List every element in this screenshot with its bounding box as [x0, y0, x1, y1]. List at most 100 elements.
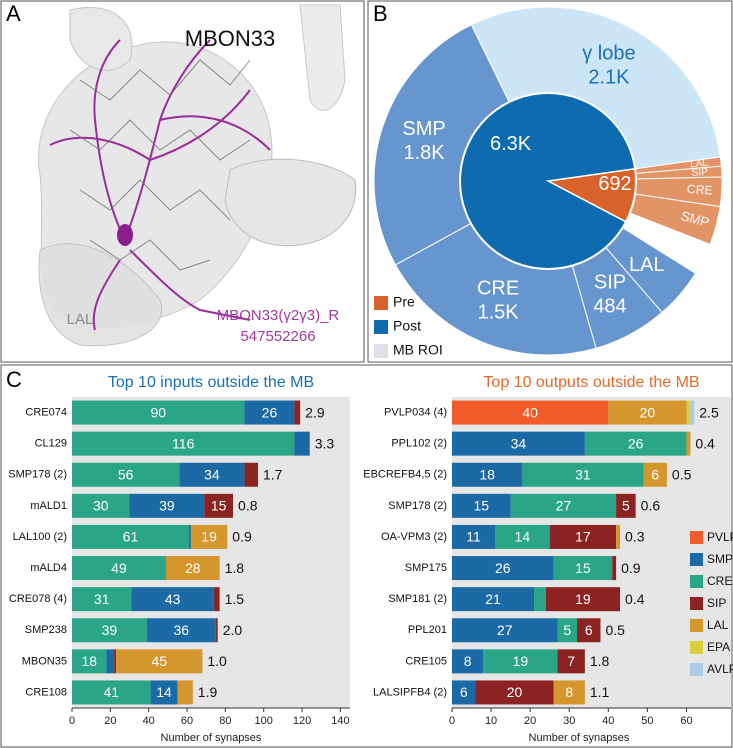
side-label: 2.0 — [223, 622, 243, 638]
outer-label: SIP — [594, 272, 626, 294]
y-tick-label: SMP178 (2) — [388, 500, 447, 512]
legend-swatch — [690, 663, 703, 676]
y-tick-label: CRE078 (4) — [9, 593, 67, 605]
neuron-name: MBON33(γ2γ3)_R — [217, 307, 340, 324]
bar-segment — [686, 400, 691, 425]
outer-label: SIP — [691, 167, 708, 179]
outer-value-label: 1.8K — [403, 142, 445, 164]
bar-segment — [553, 556, 613, 581]
bar-value-label: 27 — [497, 622, 513, 638]
bar-segment — [608, 400, 687, 425]
bar-segment — [452, 462, 523, 487]
bar-value-label: 45 — [151, 653, 167, 669]
x-tick-label: 20 — [524, 715, 536, 727]
bar-segment — [643, 462, 667, 487]
bar-value-label: 26 — [628, 435, 644, 451]
bar-segment — [452, 556, 554, 581]
bar-value-label: 31 — [94, 591, 110, 607]
legend-swatch — [374, 296, 388, 310]
bar-value-label: 11 — [466, 529, 481, 545]
bar-value-label: 31 — [575, 466, 591, 482]
x-tick-label: 20 — [104, 715, 116, 727]
legend-label: MB ROI — [393, 342, 443, 358]
bar-segment — [72, 400, 245, 425]
x-tick-label: 120 — [293, 715, 311, 727]
bar-value-label: 43 — [165, 591, 181, 607]
x-tick-label: 0 — [69, 715, 75, 727]
bar-segment — [190, 524, 228, 549]
legend-swatch — [690, 619, 703, 632]
bar-segment — [616, 493, 636, 518]
x-tick-label: 80 — [219, 715, 231, 727]
bar-segment — [452, 587, 535, 612]
y-tick-label: PPL102 (2) — [391, 438, 447, 450]
bar-segment — [215, 618, 218, 643]
x-tick-label: 40 — [602, 715, 614, 727]
bar-value-label: 34 — [511, 435, 527, 451]
bar-segment — [188, 524, 191, 549]
chart-title: Top 10 inputs outside the MB — [108, 374, 314, 391]
bar-value-label: 15 — [211, 498, 227, 514]
bar-value-label: 39 — [102, 622, 118, 638]
bar-value-label: 61 — [123, 529, 139, 545]
bar-value-label: 21 — [485, 591, 501, 607]
legend-label: EPA — [707, 640, 730, 654]
bar-value-label: 8 — [565, 684, 573, 700]
bar-segment — [577, 618, 601, 643]
bar-segment — [294, 400, 301, 425]
legend-label: LAL — [707, 618, 729, 632]
bar-value-label: 49 — [111, 560, 127, 576]
bar-value-label: 15 — [575, 560, 591, 576]
bar-value-label: 30 — [93, 498, 109, 514]
side-label: 1.9 — [198, 684, 218, 700]
bar-value-label: 20 — [507, 684, 523, 700]
bar-value-label: 5 — [622, 498, 630, 514]
bar-segment — [452, 524, 495, 549]
bar-segment — [549, 524, 617, 549]
bar-segment — [213, 587, 220, 612]
bar-segment — [557, 618, 578, 643]
side-label: 1.5 — [225, 591, 245, 607]
x-tick-label: 50 — [641, 715, 653, 727]
bar-value-label: 6 — [460, 684, 468, 700]
bar-value-label: 17 — [575, 529, 591, 545]
side-label: 1.8 — [590, 653, 610, 669]
legend-swatch — [374, 344, 388, 358]
bar-segment — [72, 431, 295, 456]
bar-segment — [545, 587, 621, 612]
chart-title: Top 10 outputs outside the MB — [483, 374, 699, 391]
side-label: 0.9 — [621, 560, 641, 576]
bar-segment — [452, 431, 585, 456]
side-label: 0.4 — [695, 435, 715, 451]
bar-segment — [612, 556, 617, 581]
y-tick-label: SMP238 — [25, 624, 67, 636]
panel-label: B — [373, 1, 388, 26]
y-tick-label: SMP175 — [405, 562, 447, 574]
outer-label: LAL — [629, 254, 665, 276]
bar-value-label: 19 — [201, 529, 217, 545]
bar-segment — [72, 649, 107, 674]
bar-value-label: 90 — [150, 404, 166, 420]
bar-segment — [686, 431, 691, 456]
bar-segment — [177, 680, 193, 705]
panel-label: C — [6, 367, 22, 392]
outer-label: LAL — [690, 158, 709, 171]
legend-swatch — [690, 597, 703, 610]
side-label: 0.9 — [232, 529, 252, 545]
y-tick-label: CL129 — [35, 438, 67, 450]
bar-value-label: 56 — [118, 466, 134, 482]
bar-value-label: 14 — [156, 684, 172, 700]
bar-segment — [294, 431, 310, 456]
bar-value-label: 28 — [185, 560, 201, 576]
bar-value-label: 18 — [81, 653, 97, 669]
outer-label: SMP — [679, 208, 711, 230]
y-tick-label: PVLP034 (4) — [384, 406, 447, 418]
neuron-render — [38, 4, 357, 347]
side-label: 2.5 — [699, 404, 719, 420]
x-axis-label: Number of synapses — [529, 732, 630, 744]
y-tick-label: OA-VPM3 (2) — [381, 531, 447, 543]
bar-segment — [72, 524, 189, 549]
legend-swatch — [690, 553, 703, 566]
